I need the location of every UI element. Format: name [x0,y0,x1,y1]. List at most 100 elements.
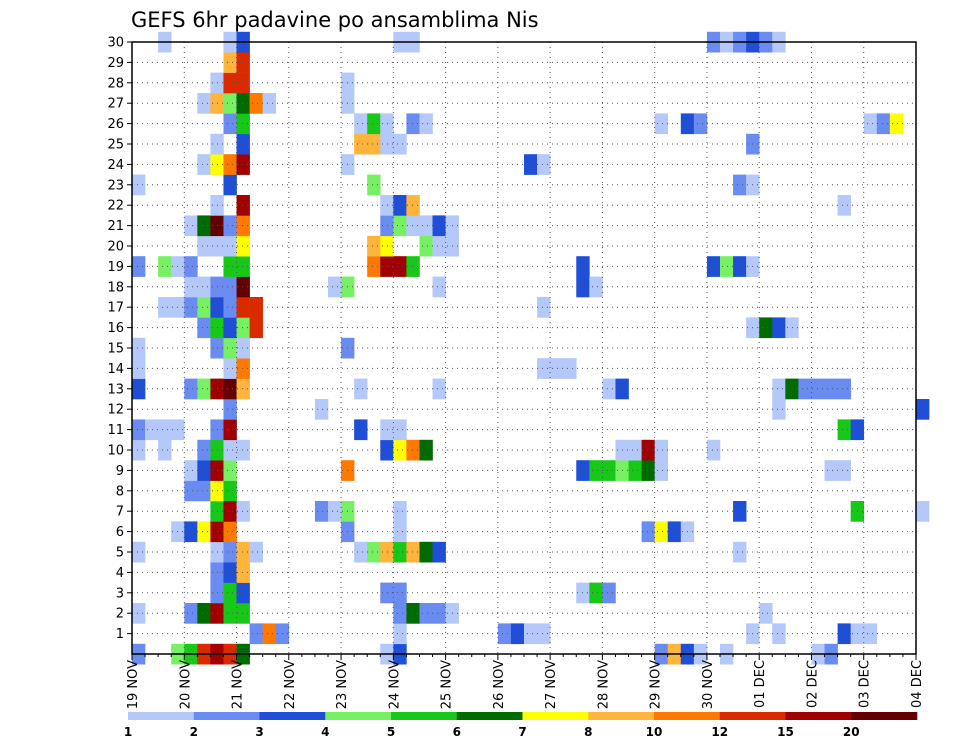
heatmap-cell [197,215,211,237]
colorbar-label: 15 [777,725,794,739]
heatmap-cell [589,276,603,298]
heatmap-cell [406,113,420,135]
heatmap-cell [249,623,263,645]
y-tick-label: 17 [107,301,124,316]
heatmap-cell [406,541,420,563]
heatmap-cell [249,317,263,339]
heatmap-cell [393,256,407,277]
heatmap-cell [654,521,669,543]
heatmap-cell [654,113,669,135]
heatmap-cell [380,256,394,277]
colorbar-swatch [325,712,392,720]
heatmap-cell [223,174,237,196]
heatmap-cell [197,93,211,114]
heatmap-cell [380,541,394,563]
y-axis-ticks: 1234567891011121314151617181920212223242… [107,36,132,642]
heatmap-cell [249,93,263,114]
heatmap-cell [132,174,146,196]
y-tick-label: 13 [107,382,124,397]
heatmap-cell [863,113,878,135]
y-tick-label: 20 [107,240,124,255]
heatmap-cell [223,378,237,400]
heatmap-cell [223,276,237,298]
colorbar-label: 6 [453,725,461,739]
heatmap-cell [236,195,250,216]
heatmap-cell [537,297,551,318]
colorbar-swatch [128,712,195,720]
heatmap-cell [589,582,603,604]
heatmap-cell [419,603,433,624]
heatmap-cell [158,419,172,441]
heatmap-cell [367,235,381,257]
heatmap-cell [184,480,198,502]
heatmap-cell [733,256,747,277]
heatmap-cell [406,195,420,216]
heatmap-cell [132,378,146,400]
heatmap-cell [184,460,198,481]
heatmap-cell [641,460,655,481]
y-tick-label: 6 [116,525,124,540]
heatmap-cell [602,460,616,481]
heatmap-cell [393,501,407,522]
y-tick-label: 18 [107,280,124,295]
x-tick-label: 24 NOV [387,660,402,709]
heatmap-cell [380,133,394,155]
heatmap-cell [733,541,747,563]
heatmap-cell [772,399,786,420]
heatmap-cell [223,541,237,563]
heatmap-cell [223,460,237,481]
heatmap-cell [367,256,381,277]
heatmap-cell [733,174,747,196]
x-tick-label: 01 DEC [753,660,768,708]
heatmap-cell [236,256,250,277]
heatmap-cell [223,317,237,339]
heatmap-cell [197,521,211,543]
heatmap-cell [393,133,407,155]
colorbar-swatch [193,712,260,720]
colorbar-label: 8 [584,725,592,739]
x-tick-label: 27 NOV [544,660,559,709]
x-tick-label: 04 DEC [910,660,925,708]
heatmap-cell [916,501,930,522]
heatmap-cell [223,52,237,73]
heatmap-cell [537,358,551,379]
heatmap-cell [328,501,342,522]
colorbar-label: 2 [190,725,198,739]
colorbar-label: 1 [124,725,132,739]
heatmap-cell [236,582,250,604]
chart-title: GEFS 6hr padavine po ansamblima Nis [131,8,539,32]
y-tick-label: 7 [116,505,124,520]
heatmap-cell [772,378,786,400]
heatmap-cell [837,419,851,441]
y-tick-label: 9 [116,464,124,479]
heatmap-cell [197,317,211,339]
heatmap-cell [223,297,237,318]
heatmap-cell [393,623,407,645]
y-tick-label: 1 [116,627,124,642]
heatmap-cell [537,623,551,645]
heatmap-cell [367,113,381,135]
heatmap-cell [236,72,250,94]
colorbar-label: 5 [387,725,395,739]
heatmap-cell [393,439,407,461]
x-tick-label: 23 NOV [335,660,350,709]
x-tick-label: 02 DEC [805,660,820,708]
heatmap-cell [419,113,433,135]
x-tick-label: 29 NOV [649,660,664,709]
heatmap-cell [706,256,721,277]
heatmap-cell [236,562,250,583]
heatmap-cell [589,460,603,481]
heatmap-cell [184,276,198,298]
heatmap-cell [837,378,851,400]
y-tick-label: 29 [107,56,124,71]
heatmap-cell [197,378,211,400]
x-tick-label: 20 NOV [178,660,193,709]
heatmap-cell [223,113,237,135]
heatmap-cell [550,358,564,379]
heatmap-cell [380,113,394,135]
heatmap-cell [772,317,786,339]
heatmap-cell [236,154,250,175]
colorbar-swatch [259,712,326,720]
heatmap-cell [759,317,773,339]
